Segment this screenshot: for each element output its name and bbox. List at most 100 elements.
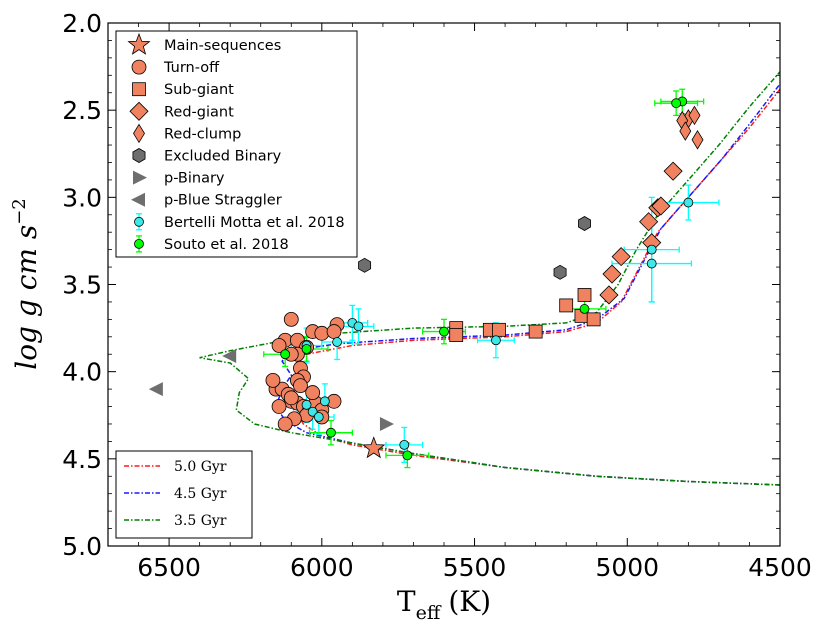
x-tick-label-4: 4500 [748, 553, 812, 582]
turn-off-point-28 [271, 338, 287, 353]
sub-giant-point-4 [528, 324, 543, 339]
excluded-binary-point-2 [358, 257, 372, 273]
turn-off-point-26 [271, 399, 287, 414]
legend-isochrones: 5.0 Gyr 4.5 Gyr 3.5 Gyr [115, 450, 253, 539]
x-tick-label-1: 6000 [290, 553, 354, 582]
legend-marker [133, 123, 145, 144]
bertelli-point-11 [313, 412, 324, 422]
red-giant-point-2 [599, 285, 619, 305]
legend-main-label-1: Turn-off [163, 60, 220, 76]
legend-main-item-0: Main-sequences [127, 32, 281, 55]
legend-marker [134, 238, 144, 249]
bertelli-point-1 [646, 244, 657, 255]
turn-off-point-27 [265, 372, 281, 388]
marker-layer [148, 96, 704, 461]
x-tick-label-0: 6500 [137, 553, 201, 582]
legend-main-item-5: Excluded Binary [132, 148, 282, 165]
legend-main-item-4: Red-clump [133, 123, 241, 144]
souto-point-5 [301, 344, 312, 354]
legend-marker [131, 192, 145, 207]
red-clump-point-2 [688, 105, 701, 126]
legend-marker [134, 216, 144, 227]
bertelli-point-2 [646, 258, 657, 269]
excluded-binary-point-1 [553, 264, 567, 280]
y-tick-label-2: 3.0 [62, 183, 102, 212]
bertelli-point-3 [491, 335, 501, 346]
souto-point-4 [280, 349, 291, 360]
y-tick-label-1: 2.5 [62, 96, 102, 125]
turn-off-point-31 [283, 390, 299, 406]
x-tick-label-2: 5500 [443, 553, 507, 582]
legend-main-label-3: Red-giant [164, 104, 234, 120]
legend-main-label-5: Excluded Binary [164, 149, 282, 165]
souto-point-3 [579, 304, 590, 314]
isochrone-line-0 [290, 88, 780, 486]
p-binary-point-0 [379, 416, 394, 431]
legend-main-item-8: Bertelli Motta et al. 2018 [134, 213, 345, 231]
legend-main-item-9: Souto et al. 2018 [134, 235, 289, 253]
bertelli-point-12 [399, 439, 410, 450]
bertelli-point-9 [301, 399, 312, 410]
sub-giant-point-6 [577, 288, 592, 302]
y-axis-title: log g cm s−2 [9, 198, 43, 370]
red-giant-point-4 [639, 212, 659, 232]
y-tick-label-0: 2.0 [62, 9, 102, 38]
main-sequence-point-0 [362, 436, 386, 459]
souto-point-1 [671, 98, 682, 109]
legend-marker [132, 82, 146, 97]
souto-point-7 [402, 450, 413, 461]
bertelli-point-0 [683, 197, 694, 208]
p-blue-straggler-point-0 [222, 348, 237, 363]
bertelli-point-5 [353, 321, 364, 332]
legend-marker [129, 101, 149, 121]
legend-main-label-7: p-Blue Straggler [164, 193, 282, 209]
tick-layer: 6500 6000 5500 5000 4500 2.0 2.5 3.0 3.5 4.0 4.5 5.… [62, 9, 812, 582]
legend-iso-label-0: 5.0 Gyr [174, 459, 227, 475]
legend-main-label-4: Red-clump [164, 126, 241, 142]
legend-main-label-6: p-Binary [164, 171, 225, 187]
bertelli-point-8 [319, 396, 330, 407]
legend-main-item-7: p-Blue Straggler [131, 192, 282, 209]
turn-off-point-4 [314, 325, 330, 341]
turn-off-point-23 [277, 416, 293, 432]
legend-iso-item-1: 4.5 Gyr [124, 486, 227, 502]
excluded-binary-point-0 [578, 216, 591, 231]
p-blue-straggler-point-1 [148, 382, 163, 397]
red-giant-point-1 [611, 247, 631, 267]
legend-marker [132, 148, 146, 163]
legend-main-label-2: Sub-giant [164, 82, 234, 98]
turn-off-point-0 [283, 311, 299, 327]
x-axis-title: Teff (K) [397, 585, 491, 624]
legend-main-frame [115, 30, 358, 258]
legend-main-item-1: Turn-off [131, 59, 220, 76]
legend-main-item-2: Sub-giant [132, 82, 234, 98]
legend-main-item-3: Red-giant [129, 101, 234, 121]
y-tick-label-5: 4.5 [62, 445, 102, 474]
legend-main-item-6: p-Binary [133, 170, 225, 187]
sub-giant-point-3 [492, 322, 506, 337]
souto-point-2 [439, 326, 449, 337]
souto-point-6 [326, 427, 336, 438]
legend-marker [127, 32, 151, 55]
red-clump-point-4 [691, 130, 704, 150]
bertelli-point-6 [332, 337, 342, 347]
y-tick-label-6: 5.0 [62, 532, 102, 561]
red-giant-point-6 [651, 196, 671, 216]
legend-marker [131, 59, 147, 75]
x-tick-label-3: 5000 [595, 553, 659, 582]
y-tick-label-3: 3.5 [62, 271, 102, 300]
red-giant-point-0 [602, 264, 622, 284]
legend-main-label-8: Bertelli Motta et al. 2018 [164, 215, 345, 231]
red-clump-point-3 [679, 121, 692, 141]
red-giant-point-7 [663, 161, 683, 181]
turn-off-point-30 [326, 324, 342, 339]
sub-giant-point-1 [449, 328, 464, 342]
y-tick-label-4: 4.0 [62, 358, 102, 387]
legend-iso-item-0: 5.0 Gyr [124, 459, 227, 475]
sub-giant-point-8 [586, 312, 601, 327]
turn-off-point-32 [293, 378, 308, 394]
legend-main-label-9: Souto et al. 2018 [164, 237, 289, 253]
sub-giant-point-5 [559, 298, 574, 313]
legend-main-label-0: Main-sequences [164, 38, 281, 54]
